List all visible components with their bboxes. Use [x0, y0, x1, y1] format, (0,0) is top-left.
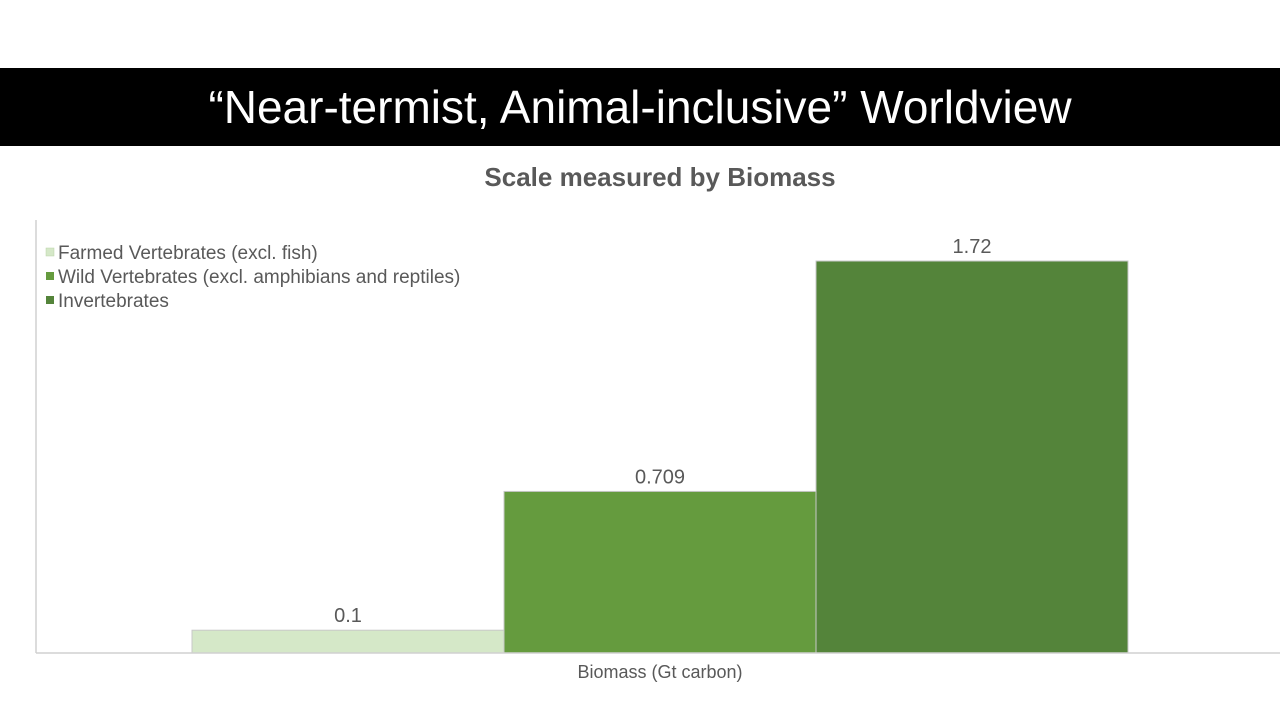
title-bar: “Near-termist, Animal-inclusive” Worldvi…: [0, 68, 1280, 146]
slide-title: “Near-termist, Animal-inclusive” Worldvi…: [208, 81, 1072, 133]
chart-title: Scale measured by Biomass: [484, 162, 835, 192]
legend-swatch: [46, 296, 54, 304]
bar: [815, 260, 1129, 654]
legend-item: Wild Vertebrates (excl. amphibians and r…: [46, 267, 460, 288]
bar: [191, 629, 505, 654]
chart-container: Scale measured by Biomass 0.1 0.709 1.72 F…: [0, 146, 1280, 720]
x-axis-label: Biomass (Gt carbon): [577, 662, 742, 682]
legend-label: Invertebrates: [58, 291, 169, 312]
legend-label: Farmed Vertebrates (excl. fish): [58, 243, 318, 264]
legend-swatch: [46, 272, 54, 280]
legend-label: Wild Vertebrates (excl. amphibians and r…: [58, 267, 460, 288]
bar-value-label: 1.72: [953, 236, 992, 258]
bar-value-label: 0.1: [334, 605, 362, 627]
bar-value-label: 0.709: [635, 466, 685, 488]
bar: [503, 490, 817, 654]
legend-swatch: [45, 247, 55, 257]
legend: Farmed Vertebrates (excl. fish) Wild Vert…: [45, 243, 460, 312]
legend-item: Farmed Vertebrates (excl. fish): [45, 243, 318, 264]
legend-item: Invertebrates: [46, 291, 169, 312]
bar-chart: Scale measured by Biomass 0.1 0.709 1.72 F…: [35, 162, 1280, 682]
plot-area: 0.1 0.709 1.72: [35, 220, 1280, 654]
